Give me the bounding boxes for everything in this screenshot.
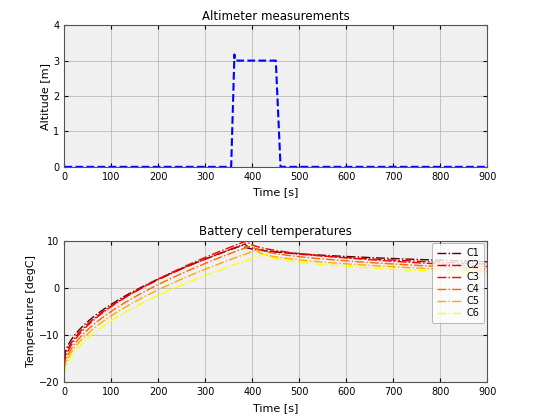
- Line: C1: C1: [64, 245, 487, 359]
- C4: [320, 257, 326, 262]
- C2: [326, 254, 333, 259]
- C6: [326, 262, 333, 268]
- C2: [395, 258, 402, 263]
- C4: [326, 257, 333, 262]
- Legend: C1, C2, C3, C4, C5, C6: C1, C2, C3, C4, C5, C6: [432, 244, 484, 323]
- C5: [85, 331, 92, 336]
- C6: [484, 271, 491, 276]
- C6: [477, 271, 483, 276]
- C3: [85, 322, 92, 327]
- C3: [395, 259, 402, 264]
- C6: [174, 284, 181, 289]
- C2: [484, 262, 491, 267]
- C2: [320, 254, 326, 259]
- C3: [244, 238, 251, 243]
- C2: [242, 241, 249, 247]
- C5: [174, 278, 181, 284]
- C6: [85, 335, 92, 340]
- C2: [85, 320, 92, 326]
- Line: C2: C2: [64, 244, 487, 362]
- C1: [240, 243, 246, 248]
- C1: [85, 318, 92, 323]
- C2: [477, 261, 483, 266]
- C5: [484, 269, 491, 274]
- C4: [61, 367, 68, 372]
- C6: [263, 251, 270, 256]
- C1: [320, 253, 326, 258]
- C5: [395, 265, 402, 270]
- X-axis label: Time [s]: Time [s]: [253, 403, 298, 412]
- C4: [249, 243, 256, 248]
- Line: C4: C4: [64, 245, 487, 369]
- C6: [61, 373, 68, 378]
- C4: [395, 262, 402, 267]
- C3: [484, 264, 491, 269]
- C2: [174, 268, 181, 273]
- C6: [320, 262, 326, 267]
- C5: [61, 369, 68, 374]
- C3: [61, 363, 68, 368]
- C5: [320, 260, 326, 265]
- C4: [484, 266, 491, 271]
- C3: [320, 253, 326, 258]
- Line: C6: C6: [64, 254, 487, 375]
- C5: [254, 247, 260, 252]
- Y-axis label: Altitude [m]: Altitude [m]: [40, 63, 50, 129]
- Title: Altimeter measurements: Altimeter measurements: [202, 10, 349, 23]
- Title: Battery cell temperatures: Battery cell temperatures: [199, 225, 352, 238]
- C4: [477, 266, 483, 271]
- C3: [477, 264, 483, 269]
- C4: [85, 326, 92, 331]
- Line: C3: C3: [64, 241, 487, 366]
- C1: [326, 253, 333, 258]
- C4: [174, 273, 181, 278]
- C3: [326, 254, 333, 259]
- Line: C5: C5: [64, 250, 487, 372]
- Y-axis label: Temperature [degC]: Temperature [degC]: [26, 255, 36, 368]
- C2: [61, 360, 68, 365]
- C1: [477, 259, 483, 264]
- C3: [174, 267, 181, 272]
- C1: [61, 356, 68, 361]
- C5: [477, 268, 483, 273]
- C1: [484, 259, 491, 264]
- C1: [395, 256, 402, 261]
- C6: [395, 267, 402, 272]
- C1: [174, 268, 181, 273]
- C5: [326, 260, 333, 265]
- X-axis label: Time [s]: Time [s]: [253, 187, 298, 197]
